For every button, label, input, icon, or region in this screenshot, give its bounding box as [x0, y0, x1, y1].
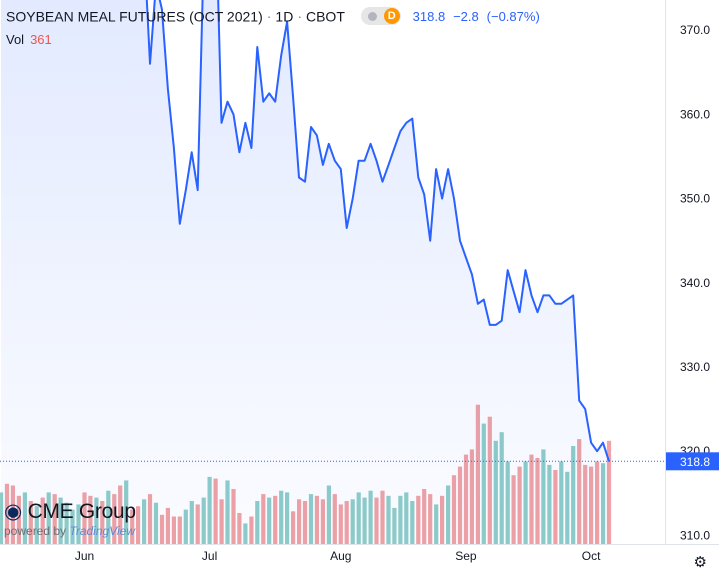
delayed-badge: D: [383, 8, 400, 25]
x-tick-label: Jul: [202, 549, 217, 563]
y-tick-label: 350.0: [680, 192, 710, 206]
cme-group-logo: ◉ CME Group: [4, 500, 136, 523]
volume-label: Vol: [6, 32, 25, 47]
status-dot-icon: [367, 12, 377, 22]
volume-legend: Vol 361: [6, 32, 52, 47]
symbol-title[interactable]: SOYBEAN MEAL FUTURES (OCT 2021): [6, 8, 263, 25]
volume-value: 361: [30, 32, 52, 47]
price-change: −2.8: [453, 8, 479, 24]
chart-header: SOYBEAN MEAL FUTURES (OCT 2021) · 1D · CBOT …: [6, 7, 540, 26]
y-tick-label: 360.0: [680, 107, 710, 121]
y-tick-label: 310.0: [680, 528, 710, 542]
watermark: ◉ CME Group powered by TradingView: [4, 499, 136, 538]
market-status-toggle[interactable]: D: [360, 7, 401, 26]
x-tick-label: Aug: [330, 549, 351, 563]
y-tick-label: 370.0: [680, 23, 710, 37]
last-price: 318.8: [412, 8, 446, 24]
x-tick-label: Jun: [75, 549, 94, 563]
price-area: [1, 0, 609, 544]
y-tick-label: 340.0: [680, 276, 710, 290]
powered-by: powered by TradingView: [4, 524, 135, 538]
x-tick-label: Oct: [582, 549, 601, 563]
last-price-badge-label: 318.8: [680, 455, 710, 469]
gear-icon[interactable]: ⚙: [693, 554, 707, 571]
x-tick-label: Sep: [455, 549, 477, 563]
price-line: [145, 0, 610, 462]
price-change-percent: (−0.87%): [486, 8, 540, 24]
exchange-label: CBOT: [305, 8, 345, 25]
last-price-badge: [666, 452, 719, 471]
interval-label[interactable]: 1D: [275, 8, 294, 25]
y-tick-label: 330.0: [680, 360, 710, 374]
